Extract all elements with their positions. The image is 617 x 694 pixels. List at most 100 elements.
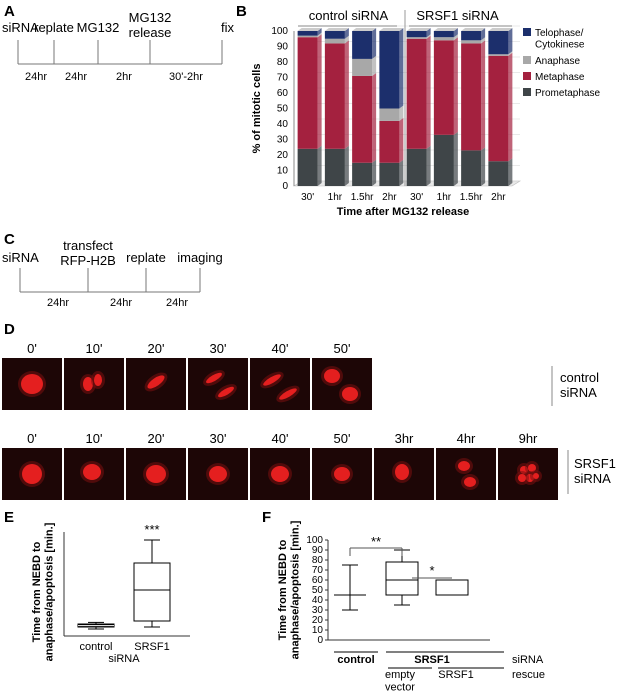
bar-top: [297, 28, 322, 31]
timeline-c: siRNA transfect RFP-H2B replate imaging 24hr 2…: [2, 238, 223, 309]
row-label-sirna: siRNA: [512, 654, 544, 666]
timeline-c-interval: 24hr: [47, 297, 69, 309]
timeline-a-event: replate: [34, 20, 74, 35]
x-tick-label: SRSF1: [134, 641, 169, 653]
bar-segment-side: [453, 28, 458, 38]
x-category-control: control: [337, 654, 374, 666]
y-tick-label: 30: [277, 135, 289, 146]
bar-segment: [433, 40, 454, 135]
x-tick-label: 1.5hr: [460, 192, 483, 203]
bar-segment: [406, 31, 427, 38]
bar-segment: [461, 150, 482, 186]
bar-segment: [324, 148, 345, 186]
x-tick-label: 1.5hr: [351, 192, 374, 203]
bar-segment-side: [453, 34, 458, 41]
row-label-srsf1: SRSF1 siRNA: [574, 456, 616, 486]
bar-segment-side: [399, 28, 404, 109]
significance-marker: *: [429, 563, 434, 578]
bar-segment-side: [481, 147, 486, 186]
bar-segment-side: [481, 40, 486, 151]
y-tick-label: 50: [277, 104, 289, 115]
timepoint-label: 20': [148, 341, 165, 356]
bar-segment: [352, 75, 373, 163]
timepoint-label: 3hr: [395, 431, 414, 446]
y-tick-label: 20: [277, 150, 289, 161]
chromatin-signal: [324, 369, 340, 383]
bar-segment-side: [426, 34, 431, 39]
significance-marker: **: [371, 534, 381, 549]
timepoint-label: 50': [334, 431, 351, 446]
group-label: SRSF1 siRNA: [416, 8, 499, 23]
y-tick-label: 30: [312, 605, 324, 616]
bar-segment: [324, 31, 345, 39]
x-tick-label: 30': [410, 192, 423, 203]
legend-swatch: [523, 28, 531, 36]
y-tick-label: 80: [312, 555, 324, 566]
timepoint-label: 4hr: [457, 431, 476, 446]
bar-segment-side: [453, 37, 458, 135]
bar-segment: [379, 108, 400, 121]
timeline-a-interval: 30'-2hr: [169, 71, 203, 83]
y-tick-label: 100: [271, 26, 288, 37]
bar-top: [379, 28, 404, 31]
bar-top: [461, 28, 486, 31]
bar-segment: [297, 31, 318, 36]
bar-segment-side: [372, 28, 377, 59]
x-tick-label: 2hr: [382, 192, 397, 203]
timepoint-label: 40': [272, 341, 289, 356]
bar-segment-side: [508, 51, 513, 56]
timeline-c-interval: 24hr: [166, 297, 188, 309]
chromatin-signal: [218, 386, 234, 398]
row-label-control: control siRNA: [560, 370, 599, 400]
panel-label-f: F: [262, 509, 271, 526]
legend-label: Anaphase: [535, 56, 580, 67]
chromatin-signal: [279, 388, 297, 400]
bar-segment: [406, 37, 427, 39]
chromatin-signal: [263, 374, 281, 386]
y-tick-label: 40: [312, 595, 324, 606]
bar-top: [406, 28, 431, 31]
timepoint-label: 20': [148, 431, 165, 446]
chromatin-signal: [146, 465, 166, 483]
y-tick-label: 0: [282, 181, 288, 192]
x-group-srsf1: SRSF1: [414, 654, 449, 666]
bar-segment-side: [399, 105, 404, 121]
y-tick-label: 20: [312, 615, 324, 626]
timepoint-label: 30': [210, 431, 227, 446]
timepoint-label: 0': [27, 431, 37, 446]
bar-segment-side: [344, 28, 349, 39]
bar-segment-side: [481, 37, 486, 44]
bar-segment-side: [453, 131, 458, 186]
y-tick-label: 100: [306, 535, 323, 546]
y-tick-label: 90: [277, 42, 289, 53]
x-axis-label: siRNA: [108, 653, 140, 665]
timeline-a-event: MG132: [77, 20, 120, 35]
bar-segment: [433, 37, 454, 41]
x-category-empty-vector: empty vector: [385, 669, 415, 694]
row-label-rescue: rescue: [512, 669, 545, 681]
y-axis-label: Time from NEBD toanaphase/apoptosis [min…: [277, 520, 302, 659]
bar-segment: [461, 40, 482, 44]
legend-swatch: [523, 88, 531, 96]
micrograph-frame: [188, 358, 248, 410]
chromatin-signal: [395, 464, 409, 480]
timeline-a-interval: 24hr: [65, 71, 87, 83]
bar-segment: [324, 38, 345, 44]
legend-label: Telophase/Cytokinese: [535, 28, 585, 51]
chromatin-signal: [209, 466, 227, 482]
x-tick-label: 1hr: [328, 192, 343, 203]
x-tick-label: 1hr: [437, 192, 452, 203]
timeline-c-event: siRNA: [2, 250, 39, 265]
bar-segment-side: [399, 159, 404, 186]
y-tick-label: 70: [312, 565, 324, 576]
bar-segment-side: [344, 35, 349, 44]
bar-segment-side: [372, 55, 377, 76]
y-tick-label: 70: [277, 73, 289, 84]
chromatin-signal: [533, 473, 539, 479]
chromatin-signal: [464, 477, 476, 487]
timeline-c-interval: 24hr: [110, 297, 132, 309]
bar-segment: [406, 38, 427, 149]
chromatin-signal: [458, 461, 470, 471]
